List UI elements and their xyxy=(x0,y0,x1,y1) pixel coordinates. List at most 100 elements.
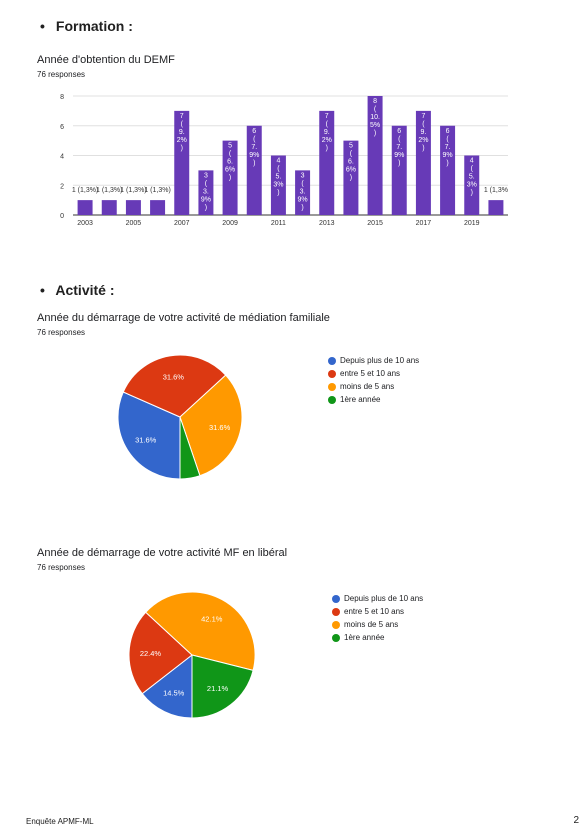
legend-swatch xyxy=(328,395,336,404)
bar xyxy=(295,170,311,215)
legend-item: Depuis plus de 10 ans xyxy=(332,592,423,605)
chart-title: Année de démarrage de votre activité MF … xyxy=(37,547,288,559)
legend-swatch xyxy=(328,356,336,365)
chart-subtitle: 76 responses xyxy=(37,563,86,572)
slice-label: 31.6% xyxy=(163,373,185,382)
pie-slice xyxy=(117,391,181,480)
pie-slice xyxy=(122,354,227,418)
pie-chart: 14.5% 22.4% 42.1% 21.1% xyxy=(128,591,256,719)
legend-swatch xyxy=(328,382,336,391)
data-label: 1 (1,3%) xyxy=(96,187,122,194)
slice-label: 31.6% xyxy=(209,423,231,432)
pie-chart: 31.6% 31.6% 31.6% xyxy=(117,354,243,480)
bar xyxy=(174,110,190,215)
legend-item: 1ère année xyxy=(332,631,423,644)
bar xyxy=(77,200,93,215)
pie-slice xyxy=(179,416,201,480)
legend-item: moins de 5 ans xyxy=(332,618,423,631)
x-tick-label: 2005 xyxy=(126,220,142,227)
legend-item: moins de 5 ans xyxy=(328,380,419,393)
y-tick-label: 2 xyxy=(60,183,64,190)
data-label: 5(6. 6%) xyxy=(225,143,235,182)
legend-swatch xyxy=(332,607,340,616)
legend-label: moins de 5 ans xyxy=(344,620,399,629)
pie-slice xyxy=(128,611,193,695)
slice-label: 21.1% xyxy=(207,684,229,693)
slice-label: 42.1% xyxy=(201,614,223,623)
data-label: 4(5. 3%) xyxy=(467,158,477,197)
legend-swatch xyxy=(332,594,340,603)
data-label: 7(9. 2%) xyxy=(177,113,187,152)
bar xyxy=(222,140,238,215)
data-label: 6(7. 9%) xyxy=(443,128,453,167)
chart-subtitle: 76 responses xyxy=(37,328,86,337)
x-tick-label: 2007 xyxy=(174,220,190,227)
legend-item: entre 5 et 10 ans xyxy=(328,367,419,380)
bar xyxy=(270,155,286,215)
data-label: 1 (1,3%) xyxy=(72,187,98,194)
slice-label: 14.5% xyxy=(163,688,185,697)
section-heading-formation: • Formation : xyxy=(40,18,133,34)
bar xyxy=(464,155,480,215)
legend-swatch xyxy=(332,633,340,642)
bar xyxy=(246,125,262,215)
chart-subtitle: 76 responses xyxy=(37,70,86,79)
bar xyxy=(150,200,166,215)
x-tick-label: 2015 xyxy=(367,220,383,227)
x-tick-label: 2019 xyxy=(464,220,480,227)
pie-slice xyxy=(191,654,254,719)
legend-label: moins de 5 ans xyxy=(340,382,395,391)
x-tick-label: 2013 xyxy=(319,220,335,227)
page-number: 2 xyxy=(573,815,579,826)
legend-label: 1ère année xyxy=(340,395,381,404)
data-label: 3(3. 9%) xyxy=(298,172,308,211)
slice-label: 22.4% xyxy=(140,649,162,658)
legend-item: 1ère année xyxy=(328,393,419,406)
bar xyxy=(391,125,407,215)
pie-slice xyxy=(179,374,243,477)
section-heading-label: Activité : xyxy=(55,282,115,298)
bar xyxy=(415,110,431,215)
bar xyxy=(488,200,504,215)
data-label: 6(7. 9%) xyxy=(249,128,259,167)
bar xyxy=(367,96,383,215)
bar-chart-card: Année d'obtention du DEMF 76 responses 0… xyxy=(26,46,536,236)
legend-label: entre 5 et 10 ans xyxy=(344,607,405,616)
chart-title: Année d'obtention du DEMF xyxy=(37,54,175,66)
chart-title: Année du démarrage de votre activité de … xyxy=(37,312,330,324)
section-heading-activite: • Activité : xyxy=(40,282,115,298)
bar xyxy=(440,125,456,215)
bar xyxy=(319,110,335,215)
bullet-icon: • xyxy=(40,18,45,34)
legend-label: Depuis plus de 10 ans xyxy=(340,356,420,365)
data-label: 7(9. 2%) xyxy=(418,113,428,152)
pie-chart-card-1: Année du démarrage de votre activité de … xyxy=(26,305,536,505)
data-label: 1 (1,3%) xyxy=(120,187,146,194)
pie-slice xyxy=(144,591,256,671)
y-tick-label: 4 xyxy=(60,154,64,161)
data-label: 1 (1,3% xyxy=(484,187,508,194)
y-tick-label: 6 xyxy=(60,124,64,131)
slice-label: 31.6% xyxy=(135,435,157,444)
bar xyxy=(198,170,214,215)
legend-item: Depuis plus de 10 ans xyxy=(328,354,419,367)
pie-slice xyxy=(141,653,193,719)
x-tick-label: 2009 xyxy=(222,220,238,227)
x-tick-label: 2017 xyxy=(416,220,432,227)
bar xyxy=(101,200,117,215)
y-tick-label: 0 xyxy=(60,213,64,220)
bar xyxy=(125,200,141,215)
legend-item: entre 5 et 10 ans xyxy=(332,605,423,618)
data-label: 6(7. 9%) xyxy=(394,128,404,167)
data-label: 7(9. 2%) xyxy=(322,113,332,152)
footer-title: Enquête APMF-ML xyxy=(26,817,94,826)
chart-legend: Depuis plus de 10 ans entre 5 et 10 ans mo… xyxy=(332,592,423,644)
chart-legend: Depuis plus de 10 ans entre 5 et 10 ans mo… xyxy=(328,354,419,406)
x-tick-label: 2011 xyxy=(271,220,286,227)
legend-label: 1ère année xyxy=(344,633,385,642)
data-label: 5(6. 6%) xyxy=(346,143,356,182)
data-label: 3(3. 9%) xyxy=(201,172,211,211)
data-label: 8(10. 5%) xyxy=(370,98,380,137)
pie-chart-card-2: Année de démarrage de votre activité MF … xyxy=(26,540,536,745)
